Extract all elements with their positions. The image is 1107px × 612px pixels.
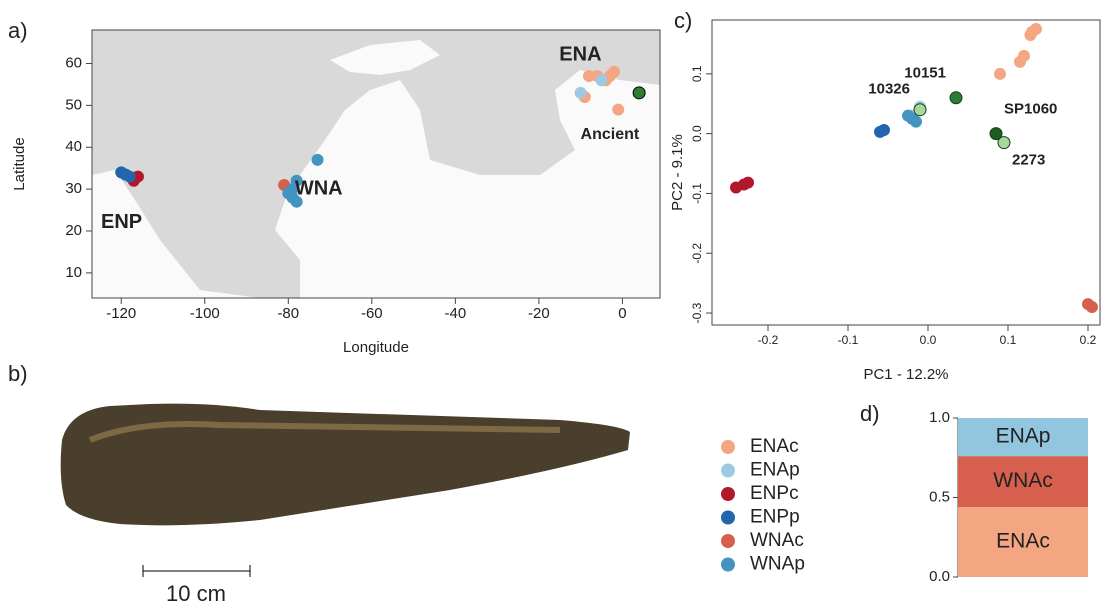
sample-point (913, 103, 927, 117)
y-tick-label: 0.1 (690, 65, 704, 82)
x-tick-label: 0.1 (1000, 333, 1017, 347)
region-label: WNA (295, 177, 343, 199)
segment-label: WNAc (993, 469, 1053, 492)
point (290, 174, 303, 187)
x-tick-label: -40 (445, 305, 467, 322)
legend-label: ENPc (750, 483, 799, 504)
jaw-bone (60, 403, 630, 526)
bar-segment (958, 507, 1088, 577)
map-frame (91, 29, 661, 299)
sample-point (997, 136, 1011, 150)
point (910, 115, 922, 128)
y-tick-label: -0.3 (690, 302, 704, 323)
point (994, 67, 1006, 80)
point (612, 103, 625, 116)
legend-label: ENAp (750, 460, 800, 481)
sample-point (949, 91, 963, 105)
point (583, 70, 595, 83)
region-label: ENP (101, 211, 142, 233)
x-tick-label: -100 (190, 305, 220, 322)
point (595, 74, 608, 87)
point (282, 187, 295, 200)
scale-label: 10 cm (166, 581, 226, 606)
y-tick-label: 20 (65, 222, 82, 239)
sample-label: 2273 (1012, 152, 1045, 169)
legend-swatch (721, 534, 735, 548)
pca-frame (711, 19, 1101, 326)
y-tick-label: 0.0 (690, 125, 704, 142)
point (742, 176, 754, 189)
panel-label: a) (8, 18, 28, 43)
legend-label: WNAc (750, 530, 804, 551)
y-tick-label: 0.5 (929, 488, 950, 505)
y-tick-label: 30 (65, 180, 82, 197)
point (1086, 301, 1098, 314)
y-axis-label: Latitude (11, 137, 28, 190)
x-tick-label: 0 (618, 305, 626, 322)
point (290, 195, 303, 208)
legend-swatch (721, 463, 735, 478)
region-label: ENA (559, 43, 601, 65)
point (311, 153, 324, 166)
sample-label: SP1060 (1004, 101, 1057, 118)
point (1014, 55, 1026, 68)
y-axis-label: PC2 - 9.1% (669, 134, 686, 211)
bar-segment (958, 418, 1088, 457)
x-tick-label: 0.2 (1080, 333, 1097, 347)
point (632, 86, 646, 100)
y-tick-label: 0.0 (929, 568, 950, 585)
y-tick-label: 50 (65, 96, 82, 113)
map-ocean (92, 40, 660, 298)
x-tick-label: -120 (106, 305, 136, 322)
point (608, 65, 621, 78)
x-axis-label: Longitude (343, 339, 409, 356)
legend-swatch (721, 440, 735, 454)
x-tick-label: -80 (277, 305, 299, 322)
point (1024, 28, 1037, 41)
segment-label: ENAp (996, 425, 1051, 448)
panel-label: c) (674, 8, 692, 33)
legend-swatch (721, 557, 735, 572)
sample-label: 10326 (868, 81, 910, 98)
jaw-highlight (88, 421, 561, 443)
y-tick-label: 60 (65, 54, 82, 71)
x-tick-label: -60 (361, 305, 383, 322)
sample-point (989, 127, 1003, 141)
y-tick-label: 40 (65, 138, 82, 155)
legend-label: ENPp (750, 507, 800, 528)
panel-label: b) (8, 361, 28, 386)
legend-label: WNAp (750, 554, 805, 575)
x-tick-label: -0.2 (758, 333, 779, 347)
y-tick-label: 10 (65, 264, 82, 281)
x-axis-label: PC1 - 12.2% (863, 366, 948, 383)
y-tick-label: 1.0 (929, 409, 950, 426)
x-tick-label: 0.0 (920, 333, 937, 347)
legend-swatch (721, 510, 735, 525)
y-tick-label: -0.2 (690, 243, 704, 264)
point (131, 170, 144, 183)
x-tick-label: -20 (528, 305, 550, 322)
point (123, 170, 136, 183)
legend-label: ENAc (750, 436, 799, 457)
point (574, 86, 587, 99)
point (878, 124, 890, 137)
y-tick-label: -0.1 (690, 183, 704, 204)
bar-segment (958, 456, 1088, 508)
ancient-label: Ancient (581, 126, 640, 143)
legend-swatch (721, 487, 735, 501)
panel-label: d) (860, 401, 880, 426)
x-tick-label: -0.1 (838, 333, 859, 347)
segment-label: ENAc (996, 530, 1050, 553)
sample-label: 10151 (904, 65, 946, 82)
